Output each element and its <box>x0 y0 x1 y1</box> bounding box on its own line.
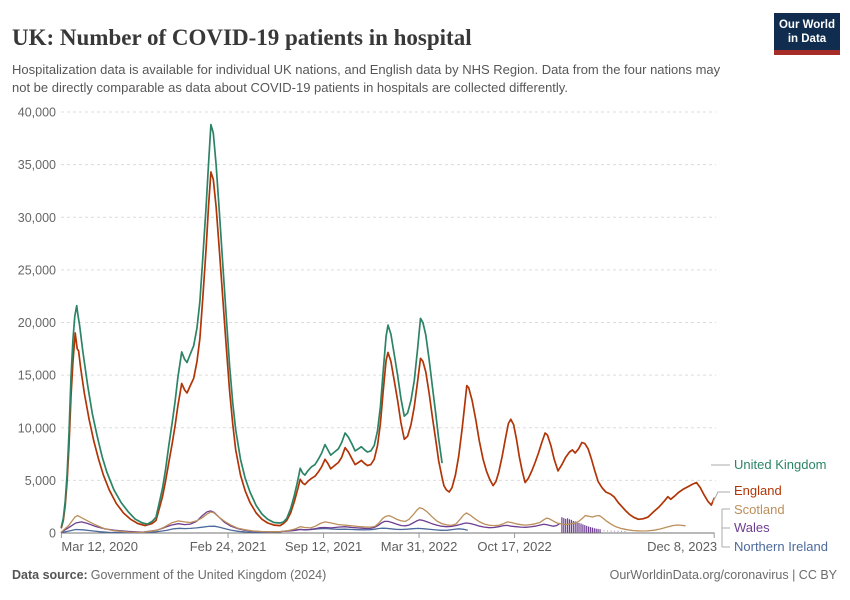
x-tick-label: Sep 12, 2021 <box>285 539 362 554</box>
series-dotted-tail-wales <box>600 529 628 533</box>
owid-logo-line2: in Data <box>787 32 827 45</box>
series-line-wales <box>60 510 561 533</box>
legend-item-england[interactable]: England <box>734 483 782 498</box>
x-tick-label: Mar 12, 2020 <box>61 539 138 554</box>
series-line-scotland <box>60 507 686 534</box>
chart-subtitle: Hospitalization data is available for in… <box>12 62 721 96</box>
series-line-united-kingdom <box>60 123 443 528</box>
x-tick-label: Feb 24, 2021 <box>190 539 267 554</box>
legend-item-scotland[interactable]: Scotland <box>734 502 785 517</box>
legend-item-united-kingdom[interactable]: United Kingdom <box>734 457 827 472</box>
x-tick-label: Oct 17, 2022 <box>477 539 551 554</box>
y-tick-label: 35,000 <box>18 158 56 172</box>
x-tick-label: Dec 8, 2023 <box>647 539 717 554</box>
y-tick-label: 20,000 <box>18 316 56 330</box>
y-tick-label: 40,000 <box>18 106 56 120</box>
series-line-england <box>60 171 716 529</box>
legend-connector <box>712 491 730 503</box>
data-source-label: Data source: <box>12 568 88 582</box>
owid-logo-line1: Our World <box>778 19 835 31</box>
legend-connector <box>721 508 730 548</box>
y-tick-label: 15,000 <box>18 369 56 383</box>
y-tick-label: 10,000 <box>18 421 56 435</box>
y-tick-label: 30,000 <box>18 211 56 225</box>
data-source: Data source: Government of the United Kin… <box>12 568 326 582</box>
legend-item-wales[interactable]: Wales <box>734 520 770 535</box>
page-title: UK: Number of COVID-19 patients in hospi… <box>12 25 472 51</box>
y-tick-label: 0 <box>49 527 56 541</box>
owid-logo: Our World in Data <box>774 13 840 55</box>
footer-link[interactable]: OurWorldinData.org/coronavirus | CC BY <box>609 568 837 582</box>
data-source-text: Government of the United Kingdom (2024) <box>90 568 327 582</box>
legend-item-northern-ireland[interactable]: Northern Ireland <box>734 539 828 554</box>
y-tick-label: 25,000 <box>18 263 56 277</box>
x-tick-label: Mar 31, 2022 <box>381 539 458 554</box>
y-tick-label: 5,000 <box>25 474 56 488</box>
owid-logo-stripe <box>774 50 840 55</box>
